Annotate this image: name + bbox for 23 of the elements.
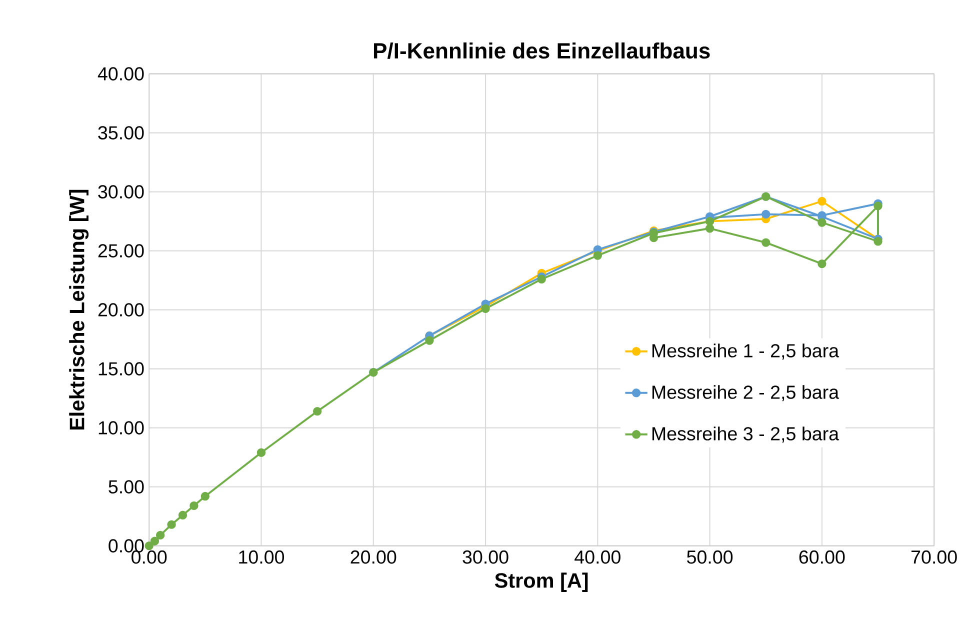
x-tick-label: 50.00 [687, 550, 733, 564]
y-tick-label: 20.00 [98, 303, 144, 317]
legend-label: Messreihe 2 - 2,5 bara [652, 385, 840, 402]
legend-label: Messreihe 3 - 2,5 bara [652, 426, 840, 443]
x-axis-title: Strom [A] [494, 572, 588, 592]
x-tick-label: 20.00 [350, 550, 396, 564]
y-tick-label: 10.00 [98, 421, 144, 435]
x-tick-label: 30.00 [462, 550, 508, 564]
y-tick-label: 40.00 [98, 67, 144, 81]
y-axis-title: Elektrische Leistung [W] [69, 190, 89, 430]
y-tick-label: 5.00 [108, 480, 144, 494]
y-tick-label: 0.00 [108, 539, 144, 553]
x-tick-label: 0.00 [132, 550, 167, 564]
x-tick-label: 10.00 [239, 550, 284, 564]
x-tick-label: 70.00 [911, 550, 957, 564]
y-tick-label: 15.00 [98, 362, 144, 376]
chart-title: P/I-Kennlinie des Einzellaufbaus [374, 42, 710, 59]
y-tick-label: 25.00 [98, 244, 144, 258]
y-tick-label: 35.00 [98, 126, 144, 140]
y-tick-label: 30.00 [98, 185, 144, 199]
x-tick-label: 40.00 [574, 550, 620, 564]
legend-label: Messreihe 1 - 2,5 bara [652, 344, 840, 360]
x-tick-label: 60.00 [799, 550, 845, 564]
